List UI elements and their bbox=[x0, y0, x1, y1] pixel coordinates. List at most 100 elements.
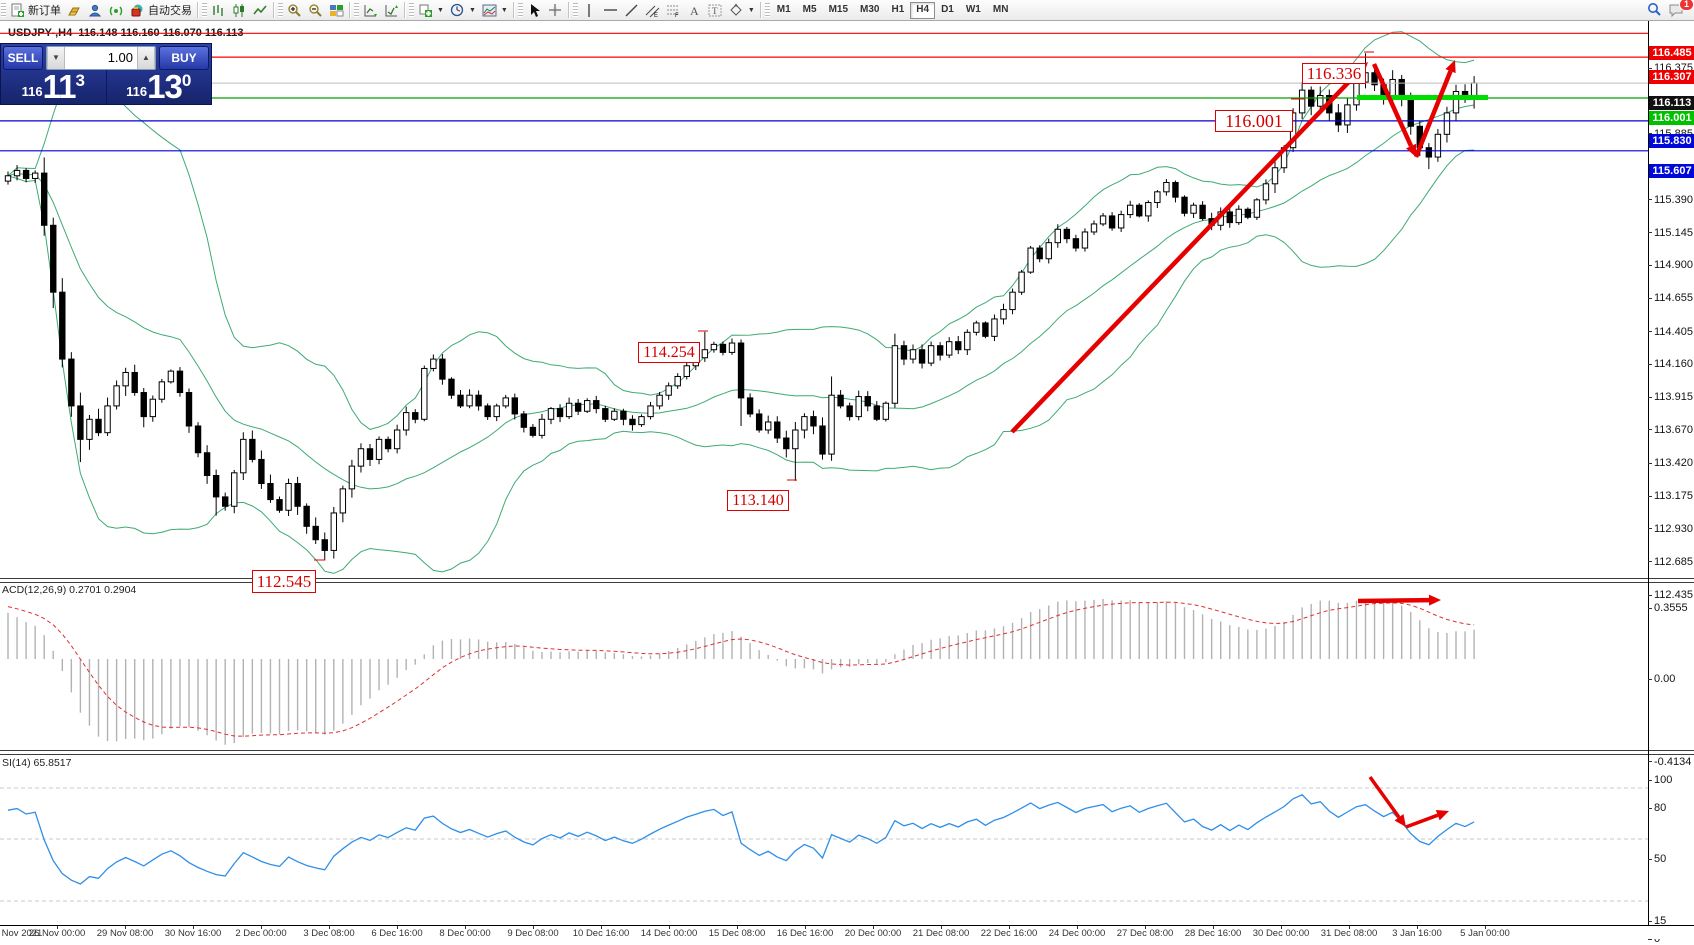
candlestick-chart-button[interactable] bbox=[229, 1, 250, 19]
timeframe-button-m1[interactable]: M1 bbox=[776, 3, 791, 15]
chart-surface[interactable]: USDJPY-,H4 116.148 116.160 116.070 116.1… bbox=[0, 20, 1694, 945]
svg-text:E: E bbox=[654, 13, 658, 18]
tile-windows-button[interactable] bbox=[326, 1, 347, 19]
price-tick-label: 115.145 bbox=[1654, 226, 1693, 239]
volume-increase-button[interactable]: ▲ bbox=[137, 47, 155, 69]
timeframe-button-h4[interactable]: H4 bbox=[910, 1, 936, 19]
volume-stepper[interactable]: ▼ 1.00 ▲ bbox=[46, 46, 156, 70]
buy-button[interactable]: BUY bbox=[159, 46, 209, 70]
text-button[interactable]: A bbox=[684, 1, 705, 19]
panel-divider[interactable] bbox=[0, 750, 1694, 755]
zoom-out-button[interactable] bbox=[305, 1, 326, 19]
cursor-button[interactable] bbox=[524, 1, 545, 19]
price-tick-mark bbox=[1648, 429, 1652, 431]
text-label-button[interactable]: T bbox=[705, 1, 726, 19]
arrow-head bbox=[1428, 594, 1441, 606]
price-annotation-113.140[interactable]: 113.140 bbox=[727, 490, 789, 511]
drawn-arrows[interactable] bbox=[314, 51, 1456, 829]
time-tick-label: 30 Dec 00:00 bbox=[1252, 928, 1310, 939]
arrow-line bbox=[1405, 813, 1439, 829]
search-button[interactable] bbox=[1643, 1, 1665, 19]
timeframe-button-m15[interactable]: M15 bbox=[828, 3, 849, 15]
signals-button[interactable] bbox=[106, 1, 127, 19]
price-axis-border bbox=[1648, 20, 1649, 925]
price-tick-label: 113.915 bbox=[1654, 391, 1693, 404]
time-tick-label: 14 Dec 00:00 bbox=[640, 928, 698, 939]
crosshair-button[interactable] bbox=[545, 1, 566, 19]
timeframe-button-m30[interactable]: M30 bbox=[860, 3, 880, 15]
time-tick-label: 3 Dec 08:00 bbox=[303, 928, 355, 939]
market-watch-button[interactable] bbox=[64, 1, 85, 19]
price-badge-116.307: 116.307 bbox=[1649, 70, 1694, 85]
price-annotation-116.001[interactable]: 116.001 bbox=[1215, 110, 1293, 132]
time-tick-label: 8 Dec 00:00 bbox=[439, 928, 491, 939]
panel-divider[interactable] bbox=[0, 578, 1694, 583]
arrow-line bbox=[1357, 597, 1430, 604]
timeframe-button-w1[interactable]: W1 bbox=[965, 3, 981, 15]
price-tick-label: 114.160 bbox=[1654, 358, 1693, 371]
sell-price-big: 11 bbox=[42, 68, 77, 105]
volume-decrease-button[interactable]: ▼ bbox=[47, 47, 65, 69]
toolbar-grip[interactable] bbox=[354, 3, 359, 17]
toolbar-grip[interactable] bbox=[409, 3, 414, 17]
search-icon bbox=[1646, 2, 1662, 18]
toolbar-grip[interactable] bbox=[278, 3, 283, 17]
bar-chart-button[interactable] bbox=[208, 1, 229, 19]
sell-price[interactable]: 116 11 3 bbox=[1, 70, 107, 104]
chart-canvas bbox=[0, 31, 1648, 902]
template-button[interactable]: ▼ bbox=[479, 1, 511, 19]
shapes-button[interactable]: ▼ bbox=[726, 1, 758, 19]
time-tick-label: 24 Dec 00:00 bbox=[1048, 928, 1106, 939]
trendline-button[interactable] bbox=[621, 1, 642, 19]
vertical-line-button[interactable] bbox=[579, 1, 600, 19]
chat-button[interactable]: 1 bbox=[1665, 0, 1694, 19]
equidistant-channel-button[interactable]: E bbox=[642, 1, 663, 19]
time-tick-label: 26 Nov 00:00 bbox=[28, 928, 86, 939]
macd-panel bbox=[7, 598, 1475, 745]
toolbar-grip[interactable] bbox=[517, 3, 523, 17]
rsi-panel bbox=[0, 787, 1648, 902]
volume-value[interactable]: 1.00 bbox=[107, 50, 133, 65]
indicator-window-button[interactable] bbox=[381, 1, 402, 19]
period-button[interactable]: ▼ bbox=[447, 1, 479, 19]
time-tick-mark bbox=[737, 926, 738, 929]
line-chart-button[interactable] bbox=[250, 1, 271, 19]
rsi-indicator-label: SI(14) 65.8517 bbox=[2, 757, 72, 769]
bollinger-upper-band bbox=[7, 31, 1475, 430]
add-indicator-button[interactable]: ▼ bbox=[415, 1, 447, 19]
price-tick-mark bbox=[1648, 561, 1652, 563]
buy-price[interactable]: 116 13 0 bbox=[107, 70, 212, 104]
trendline-icon bbox=[624, 3, 639, 18]
chat-notification-badge: 1 bbox=[1678, 0, 1694, 11]
toolbar-separator bbox=[404, 2, 406, 18]
price-annotation-114.254[interactable]: 114.254 bbox=[638, 342, 700, 363]
price-annotation-116.336[interactable]: 116.336 bbox=[1302, 63, 1366, 84]
toolbar-grip[interactable] bbox=[1, 3, 6, 17]
price-annotation-112.545[interactable]: 112.545 bbox=[252, 570, 316, 593]
timeframe-button-mn[interactable]: MN bbox=[992, 3, 1009, 15]
zoom-in-button[interactable] bbox=[284, 1, 305, 19]
price-tick-mark bbox=[1648, 232, 1652, 234]
price-tick-label: 113.175 bbox=[1654, 490, 1693, 503]
price-tick-label: 112.435 bbox=[1654, 589, 1693, 602]
toolbar-grip[interactable] bbox=[202, 3, 207, 17]
toolbar-button-label: 自动交易 bbox=[148, 5, 192, 17]
toolbar-grip[interactable] bbox=[764, 3, 770, 17]
auto-trading-button[interactable]: 自动交易 bbox=[127, 1, 195, 19]
time-axis[interactable]: Nov 2021 26 Nov 00:00 29 Nov 08:00 30 Nov 1… bbox=[0, 925, 1694, 939]
toolbar-grip[interactable] bbox=[572, 3, 578, 17]
profile-button[interactable] bbox=[85, 1, 106, 19]
fibonacci-button[interactable]: F bbox=[663, 1, 684, 19]
horizontal-line-button[interactable] bbox=[600, 1, 621, 19]
support-highlight-line[interactable] bbox=[1357, 95, 1488, 100]
sell-button[interactable]: SELL bbox=[3, 46, 43, 70]
timeframe-button-d1[interactable]: D1 bbox=[941, 3, 954, 15]
new-order-button[interactable]: 新订单 bbox=[7, 1, 64, 19]
price-tick-mark bbox=[1648, 331, 1652, 333]
timeframe-button-m5[interactable]: M5 bbox=[802, 3, 817, 15]
rsi-tick-mark bbox=[1648, 779, 1652, 781]
time-tick-mark bbox=[261, 926, 262, 929]
indicator-list-button[interactable] bbox=[360, 1, 381, 19]
time-tick-label: 21 Dec 08:00 bbox=[912, 928, 970, 939]
timeframe-button-h1[interactable]: H1 bbox=[891, 3, 905, 15]
